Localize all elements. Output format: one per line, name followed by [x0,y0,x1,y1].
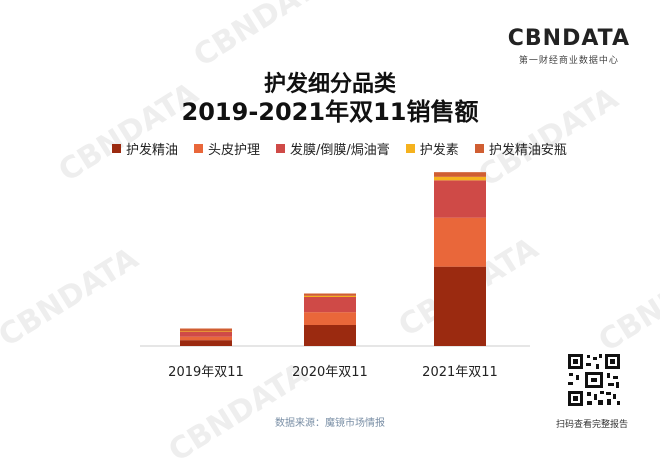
logo-subtitle: 第一财经商业数据中心 [518,56,619,66]
bar-segment [180,336,232,341]
legend-swatch [112,144,121,153]
bar-segment [180,331,232,332]
legend-item: 护发素 [405,139,459,158]
legend-swatch [276,144,286,153]
qr-code-icon[interactable] [566,352,622,408]
legend-swatch [405,144,415,153]
chart-legend: 护发精油 头皮护理 发膜/倒膜/焗油膏 护发素 护发精油安瓶 [112,139,567,158]
chart-title-line2: 2019-2021年双11销售额 [181,98,479,126]
bar-segment [304,293,356,296]
legend-label: 护发精油 [126,143,179,158]
bar-segment [304,312,356,325]
chart-title-line1: 护发细分品类 [263,72,396,97]
bar-segment [434,180,486,218]
qr-caption: 扫码查看完整报告 [556,420,629,430]
bar-segment [434,217,486,267]
logo-text: CBNDATA [507,26,630,51]
data-source: 数据来源：魔镜市场情报 [275,418,385,429]
brand-logo: CBNDATA 第一财经商业数据中心 [508,26,630,66]
x-tick-label: 2020年双11 [292,365,368,380]
legend-label: 护发素 [419,143,459,158]
legend-label: 护发精油安瓶 [488,143,567,158]
bar-segment [434,266,486,346]
bar-segment [180,332,232,337]
legend-swatch [194,144,204,153]
legend-item: 发膜/倒膜/焗油膏 [276,139,390,158]
bar-segment [304,297,356,313]
bar-segment [180,340,232,346]
bar-segment [434,172,486,177]
stacked-bar-chart: 2019年双11 2020年双11 2021年双11 [140,172,530,380]
legend-swatch [474,144,484,153]
legend-item: 护发精油安瓶 [474,139,567,158]
bar-segment [434,176,486,181]
legend-item: 头皮护理 [194,139,260,158]
bar-segment [180,328,232,332]
bar-segment [304,325,356,346]
legend-label: 头皮护理 [208,143,261,158]
bar-segment [304,295,356,297]
legend-label: 发膜/倒膜/焗油膏 [290,143,390,158]
x-tick-label: 2019年双11 [168,365,244,380]
x-tick-label: 2021年双11 [422,365,498,380]
legend-item: 护发精油 [112,139,178,158]
